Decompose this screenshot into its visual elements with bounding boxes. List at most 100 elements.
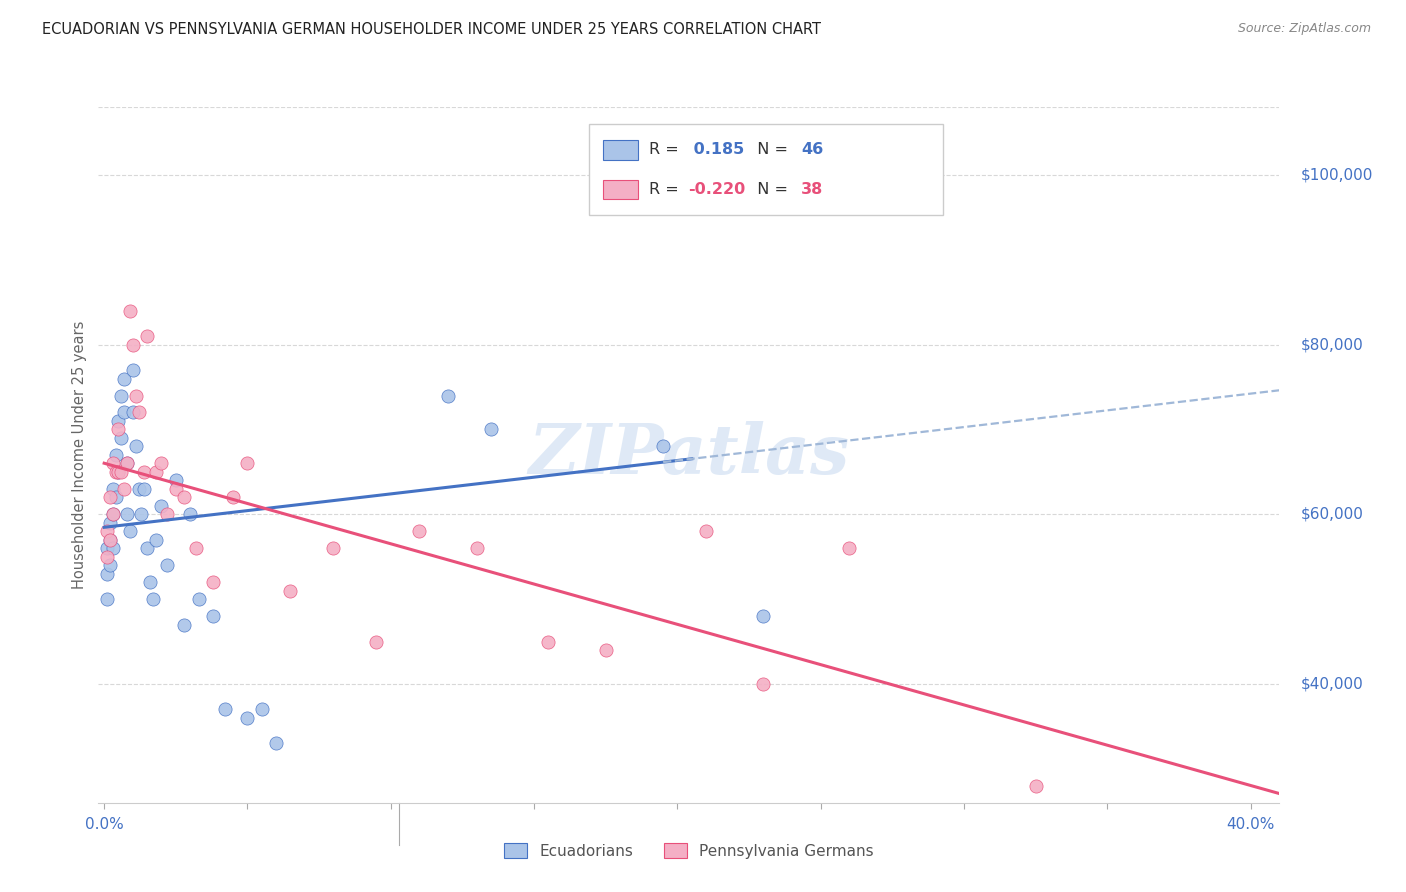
Text: ZIPatlas: ZIPatlas [529, 421, 849, 489]
Point [96, 566, 118, 581]
Point [479, 422, 502, 436]
Point [121, 363, 143, 377]
Point [98, 558, 121, 573]
Point [121, 337, 143, 351]
Point [179, 508, 201, 522]
Point [131, 508, 153, 522]
Point [136, 329, 159, 343]
Text: R =: R = [650, 142, 683, 157]
Point [98, 516, 121, 530]
Point [838, 541, 860, 556]
Point [107, 465, 129, 479]
Point [139, 575, 162, 590]
Point [695, 524, 717, 539]
Text: $40,000: $40,000 [1301, 676, 1364, 691]
Point [136, 541, 159, 556]
Point [214, 702, 236, 716]
Point [250, 702, 273, 716]
Point [96, 524, 118, 539]
Point [125, 388, 148, 402]
Point [222, 491, 245, 505]
Point [142, 592, 165, 607]
Point [236, 457, 259, 471]
Text: ECUADORIAN VS PENNSYLVANIA GERMAN HOUSEHOLDER INCOME UNDER 25 YEARS CORRELATION : ECUADORIAN VS PENNSYLVANIA GERMAN HOUSEH… [42, 22, 821, 37]
Text: 38: 38 [801, 182, 823, 197]
Point [96, 592, 118, 607]
Point [112, 482, 135, 496]
Point [101, 508, 124, 522]
Point [104, 491, 127, 505]
Point [112, 405, 135, 419]
Point [118, 303, 141, 318]
Text: N =: N = [748, 182, 793, 197]
Point [264, 736, 287, 750]
Text: Source: ZipAtlas.com: Source: ZipAtlas.com [1237, 22, 1371, 36]
Point [98, 491, 121, 505]
Point [150, 457, 173, 471]
Y-axis label: Householder Income Under 25 years: Householder Income Under 25 years [72, 321, 87, 589]
Point [145, 465, 167, 479]
Point [121, 405, 143, 419]
Text: $80,000: $80,000 [1301, 337, 1364, 352]
Point [110, 465, 132, 479]
Point [1025, 779, 1047, 793]
Point [104, 465, 127, 479]
Point [115, 457, 138, 471]
Text: 46: 46 [801, 142, 823, 157]
Point [202, 575, 225, 590]
Point [101, 541, 124, 556]
Point [322, 541, 344, 556]
Point [595, 643, 617, 657]
Point [652, 439, 675, 453]
Point [156, 558, 179, 573]
Point [110, 388, 132, 402]
Point [465, 541, 488, 556]
Point [107, 422, 129, 436]
Point [101, 482, 124, 496]
Text: $100,000: $100,000 [1301, 168, 1372, 183]
Point [98, 533, 121, 547]
Point [128, 405, 150, 419]
Point [173, 617, 195, 632]
Point [752, 609, 775, 624]
Text: R =: R = [650, 182, 683, 197]
Point [98, 533, 121, 547]
Point [107, 414, 129, 428]
Legend: Ecuadorians, Pennsylvania Germans: Ecuadorians, Pennsylvania Germans [498, 837, 880, 864]
Point [101, 457, 124, 471]
Point [128, 482, 150, 496]
Point [184, 541, 207, 556]
Point [165, 474, 187, 488]
Point [118, 524, 141, 539]
Point [107, 465, 129, 479]
Point [202, 609, 225, 624]
Point [115, 457, 138, 471]
Point [366, 634, 388, 648]
Point [236, 711, 259, 725]
Point [125, 439, 148, 453]
Point [96, 541, 118, 556]
Point [150, 499, 173, 513]
Text: 0.185: 0.185 [689, 142, 745, 157]
Point [96, 549, 118, 564]
Point [173, 491, 195, 505]
Point [187, 592, 209, 607]
Point [437, 388, 460, 402]
Point [156, 508, 179, 522]
Point [752, 677, 775, 691]
Point [824, 185, 846, 199]
Point [145, 533, 167, 547]
Point [537, 634, 560, 648]
Point [101, 508, 124, 522]
Point [134, 465, 156, 479]
Text: -0.220: -0.220 [689, 182, 745, 197]
Point [165, 482, 187, 496]
Point [115, 508, 138, 522]
Point [280, 583, 302, 598]
Point [112, 371, 135, 385]
Text: N =: N = [748, 142, 793, 157]
Point [408, 524, 430, 539]
Point [110, 431, 132, 445]
Point [104, 448, 127, 462]
Text: $60,000: $60,000 [1301, 507, 1364, 522]
